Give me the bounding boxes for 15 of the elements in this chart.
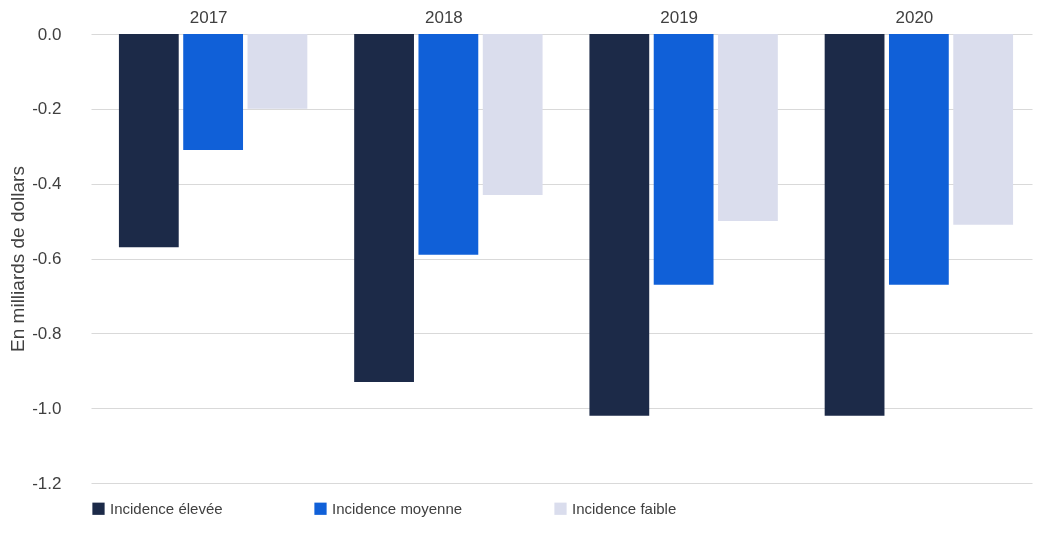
y-tick-label: -1.2 [32,473,62,493]
x-tick-label: 2017 [189,7,228,27]
legend-label: Incidence faible [572,499,677,517]
y-tick-label: -0.4 [32,174,62,194]
x-tick-label: 2020 [895,7,934,27]
y-tick-label: -1.0 [32,398,62,418]
y-tick-label: -0.2 [32,99,62,119]
y-axis-title: En milliards de dollars [7,166,29,352]
x-tick-label: 2019 [660,7,699,27]
x-tick-label: 2018 [424,7,463,27]
y-tick-label: 0.0 [37,24,62,44]
legend-label: Incidence moyenne [332,499,463,517]
y-tick-label: -0.8 [32,323,62,343]
y-tick-label: -0.6 [32,249,62,268]
legend-label: Incidence élevée [110,499,223,517]
